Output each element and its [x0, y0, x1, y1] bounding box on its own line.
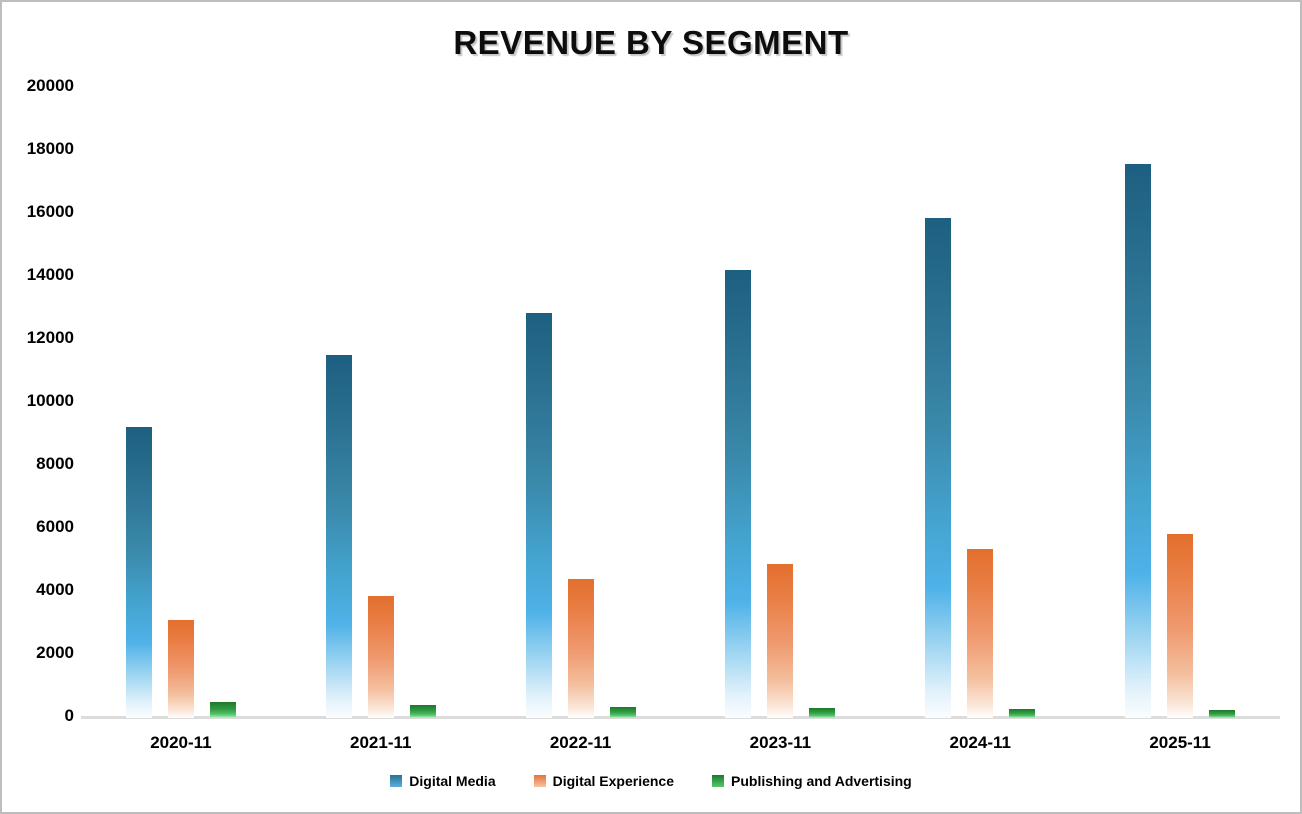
- legend-label: Digital Experience: [552, 773, 675, 789]
- chart-title: REVENUE BY SEGMENT: [453, 24, 849, 61]
- bar-group-2020-11: [81, 88, 281, 718]
- bar-digital-media-2024-11: [925, 218, 952, 718]
- y-tick-label-0: 0: [64, 706, 74, 725]
- bar-publishing-and-advertising-2025-11: [1209, 710, 1236, 718]
- bar-digital-media-2025-11: [1125, 163, 1152, 718]
- x-axis-label-2024-11: 2024-11: [949, 733, 1011, 752]
- bar-digital-experience-2024-11: [967, 548, 994, 718]
- legend-item-digital-media: Digital Media: [390, 773, 496, 789]
- bar-digital-media-2023-11: [725, 270, 752, 718]
- bar-publishing-and-advertising-2020-11: [209, 701, 236, 718]
- bar-publishing-and-advertising-2024-11: [1009, 709, 1036, 718]
- y-tick-label-16000: 16000: [26, 202, 74, 221]
- y-tick-label-8000: 8000: [36, 454, 74, 473]
- y-tick-label-18000: 18000: [26, 139, 74, 158]
- bar-digital-experience-2020-11: [167, 619, 194, 718]
- legend-label: Publishing and Advertising: [731, 773, 912, 789]
- x-axis-baseline: [81, 716, 1280, 719]
- bar-digital-experience-2021-11: [367, 596, 394, 718]
- bar-publishing-and-advertising-2022-11: [609, 707, 636, 718]
- bar-publishing-and-advertising-2023-11: [809, 708, 836, 718]
- x-axis-label-2020-11: 2020-11: [150, 733, 212, 752]
- x-axis-label-2025-11: 2025-11: [1149, 733, 1211, 752]
- bar-digital-experience-2025-11: [1167, 533, 1194, 718]
- legend-marker-icon: [533, 775, 546, 787]
- y-tick-label-10000: 10000: [26, 391, 74, 410]
- bar-group-2024-11: [880, 88, 1080, 718]
- bar-group-2021-11: [281, 88, 481, 718]
- bar-group-2023-11: [680, 88, 880, 718]
- legend-marker-icon: [712, 775, 725, 787]
- bar-digital-media-2021-11: [325, 355, 352, 718]
- legend-item-digital-experience: Digital Experience: [533, 773, 675, 789]
- y-tick-label-2000: 2000: [36, 643, 74, 662]
- bar-digital-media-2022-11: [525, 313, 552, 718]
- y-tick-label-6000: 6000: [36, 517, 74, 536]
- y-tick-label-12000: 12000: [26, 328, 74, 347]
- x-axis: 2020-11 2021-11 2022-11 2023-11 2024-11 2025-…: [81, 733, 1280, 753]
- bar-digital-experience-2022-11: [567, 578, 594, 718]
- legend: Digital Media Digital Experience Publishin…: [2, 773, 1300, 789]
- legend-marker-icon: [390, 775, 403, 787]
- x-axis-label-2023-11: 2023-11: [749, 733, 812, 752]
- x-axis-label-2022-11: 2022-11: [549, 733, 612, 752]
- bar-group-2025-11: [1080, 88, 1280, 718]
- x-axis-label-2021-11: 2021-11: [350, 733, 412, 752]
- y-tick-label-14000: 14000: [26, 265, 74, 284]
- bar-digital-media-2020-11: [125, 427, 152, 718]
- y-tick-label-4000: 4000: [36, 580, 74, 599]
- bar-publishing-and-advertising-2021-11: [409, 705, 436, 718]
- y-tick-label-20000: 20000: [26, 76, 74, 95]
- legend-item-publishing-and-advertising: Publishing and Advertising: [712, 773, 912, 789]
- plot-area: [81, 88, 1280, 718]
- y-axis: 0 2000 4000 6000 8000 10000 12000 14000 16000 180…: [2, 76, 74, 725]
- bar-group-2022-11: [481, 88, 681, 718]
- legend-label: Digital Media: [409, 773, 496, 789]
- bar-digital-experience-2023-11: [767, 563, 794, 718]
